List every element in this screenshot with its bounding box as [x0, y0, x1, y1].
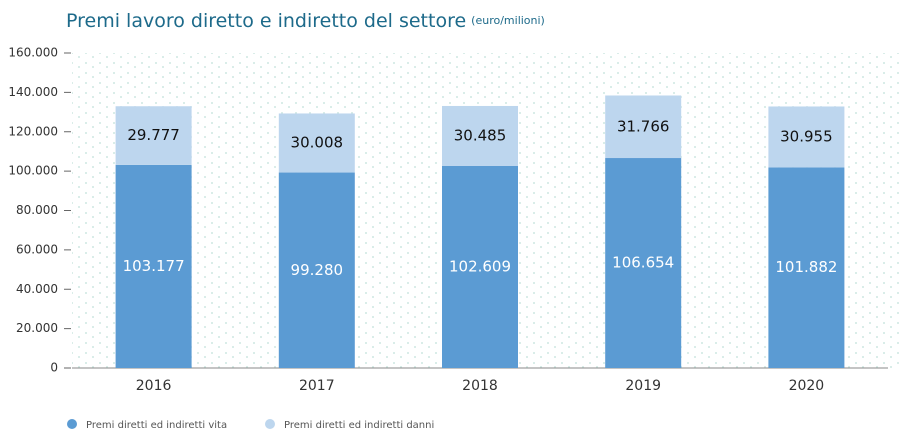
y-tick-label: 140.000: [8, 85, 58, 99]
legend-marker: [67, 419, 77, 429]
bar-segment: [115, 106, 192, 165]
y-tick-label: 60.000: [16, 242, 58, 256]
y-tick-label: 100.000: [8, 164, 58, 178]
value-label: 99.280: [291, 261, 344, 279]
y-tick-label: 160.000: [8, 46, 58, 60]
value-label: 30.485: [454, 126, 507, 144]
x-tick-label: 2018: [462, 378, 498, 394]
x-tick-label: 2017: [299, 378, 335, 394]
bar-segment: [115, 164, 192, 368]
bar-segment: [768, 167, 845, 368]
y-tick-label: 120.000: [8, 124, 58, 138]
value-label: 29.777: [127, 126, 180, 144]
legend-label: Premi diretti ed indiretti danni: [284, 420, 434, 431]
bar-segment: [278, 113, 355, 173]
bar-segment: [278, 172, 355, 368]
value-label: 101.882: [775, 258, 837, 276]
x-tick-label: 2016: [136, 378, 172, 394]
x-tick-label: 2020: [789, 378, 825, 394]
value-label: 31.766: [617, 117, 670, 135]
legend-marker: [265, 419, 275, 429]
y-tick-label: 40.000: [16, 282, 58, 296]
y-tick-label: 20.000: [16, 321, 58, 335]
chart-title: Premi lavoro diretto e indiretto del set…: [66, 10, 545, 32]
title: Premi lavoro diretto e indiretto del set…: [66, 10, 466, 32]
bar-segment: [605, 158, 682, 368]
bar-segment: [605, 95, 682, 159]
value-label: 103.177: [123, 257, 185, 275]
bar-segment: [768, 106, 845, 168]
value-label: 102.609: [449, 257, 511, 275]
y-tick-label: 0: [50, 361, 58, 375]
y-tick-label: 80.000: [16, 203, 58, 217]
bar-segment: [442, 105, 518, 166]
bar-segment: [442, 165, 518, 368]
value-label: 106.654: [612, 254, 674, 272]
subtitle: (euro/milioni): [471, 14, 545, 27]
value-label: 30.008: [291, 134, 344, 152]
legend-label: Premi diretti ed indiretti vita: [86, 420, 227, 431]
value-label: 30.955: [780, 127, 833, 145]
x-tick-label: 2019: [625, 378, 661, 394]
